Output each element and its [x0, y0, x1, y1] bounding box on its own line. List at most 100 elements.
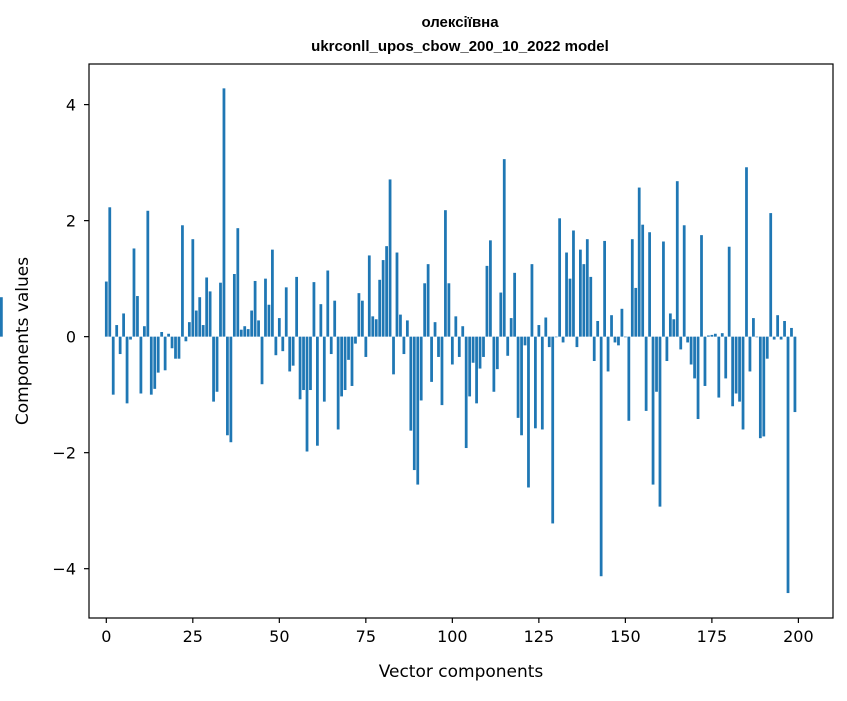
bar-48 [271, 249, 274, 337]
bar-39 [239, 329, 243, 337]
bar-109 [482, 336, 485, 357]
x-tick-label: 0 [101, 627, 111, 646]
bar-63 [322, 336, 326, 402]
bar-19 [170, 336, 174, 349]
bar-98 [444, 210, 447, 337]
bar-70 [347, 336, 350, 360]
bar-80 [381, 260, 385, 337]
bar-13 [149, 336, 153, 395]
bar-undefined [0, 297, 3, 337]
bar-143 [599, 336, 603, 577]
bar-107 [475, 336, 478, 404]
bar-114 [499, 292, 503, 337]
bar-126 [540, 336, 544, 430]
bar-69 [343, 336, 347, 391]
bar-15 [156, 336, 160, 373]
x-tick-label: 175 [697, 627, 728, 646]
bar-10 [139, 336, 143, 394]
x-tick-label: 100 [437, 627, 468, 646]
bar-192 [769, 213, 773, 337]
bar-51 [281, 336, 285, 352]
bar-0 [104, 281, 108, 337]
bar-138 [582, 264, 586, 337]
bar-115 [502, 159, 506, 337]
bar-146 [610, 315, 613, 337]
bar-45 [260, 336, 264, 385]
bar-46 [264, 278, 267, 337]
bar-150 [623, 336, 627, 338]
bar-68 [340, 336, 343, 397]
bar-159 [655, 336, 658, 392]
bar-113 [495, 336, 499, 370]
bar-99 [447, 283, 451, 337]
bar-97 [440, 336, 444, 406]
bar-153 [634, 287, 638, 337]
bar-58 [305, 336, 309, 452]
bar-131 [558, 218, 562, 337]
bar-40 [243, 326, 247, 337]
bar-183 [738, 336, 741, 402]
bar-116 [506, 336, 510, 356]
bar-79 [378, 279, 382, 337]
bar-136 [575, 336, 579, 348]
y-tick-label: 0 [66, 328, 76, 347]
bar-155 [641, 224, 645, 337]
bar-173 [703, 336, 707, 386]
bar-25 [191, 239, 195, 337]
bar-27 [198, 297, 202, 337]
bar-134 [568, 278, 572, 337]
bar-14 [153, 336, 157, 389]
bar-170 [693, 336, 696, 379]
bar-11 [142, 326, 146, 337]
bar-54 [291, 336, 295, 366]
bar-42 [250, 310, 254, 337]
bar-149 [620, 308, 624, 337]
bar-9 [136, 296, 139, 337]
bar-176 [713, 333, 717, 337]
bar-20 [174, 336, 177, 359]
bar-167 [682, 225, 686, 337]
bar-30 [208, 291, 212, 337]
bar-177 [717, 336, 721, 398]
bar-22 [181, 225, 184, 337]
bar-189 [758, 336, 762, 439]
bar-62 [319, 304, 323, 337]
bar-145 [606, 336, 610, 372]
bar-92 [423, 283, 427, 337]
bar-50 [277, 318, 281, 337]
bar-191 [765, 336, 769, 359]
bar-7 [129, 336, 132, 340]
bar-75 [364, 336, 368, 357]
bar-117 [509, 318, 513, 337]
bar-41 [246, 329, 250, 337]
bar-160 [658, 336, 662, 507]
bar-186 [748, 336, 752, 372]
bar-77 [371, 316, 375, 337]
bar-156 [644, 336, 648, 411]
bar-94 [430, 336, 433, 382]
bar-111 [489, 240, 492, 337]
x-tick-label: 50 [269, 627, 289, 646]
bar-187 [752, 318, 755, 337]
bar-137 [579, 249, 582, 337]
bar-175 [710, 334, 714, 337]
bar-67 [336, 336, 340, 430]
bar-152 [630, 239, 634, 337]
x-tick-label: 25 [183, 627, 203, 646]
bar-1 [108, 207, 112, 337]
bar-198 [790, 327, 793, 337]
bar-165 [675, 181, 679, 337]
bar-100 [450, 336, 454, 365]
bar-129 [551, 336, 555, 524]
bar-103 [461, 326, 465, 337]
bar-121 [523, 336, 527, 346]
bar-66 [333, 300, 337, 337]
bars-group [0, 88, 797, 594]
bar-37 [232, 274, 236, 337]
x-tick-label: 125 [524, 627, 555, 646]
bar-26 [194, 310, 198, 337]
bar-4 [118, 336, 122, 355]
bar-81 [385, 246, 388, 337]
bar-147 [613, 336, 617, 343]
